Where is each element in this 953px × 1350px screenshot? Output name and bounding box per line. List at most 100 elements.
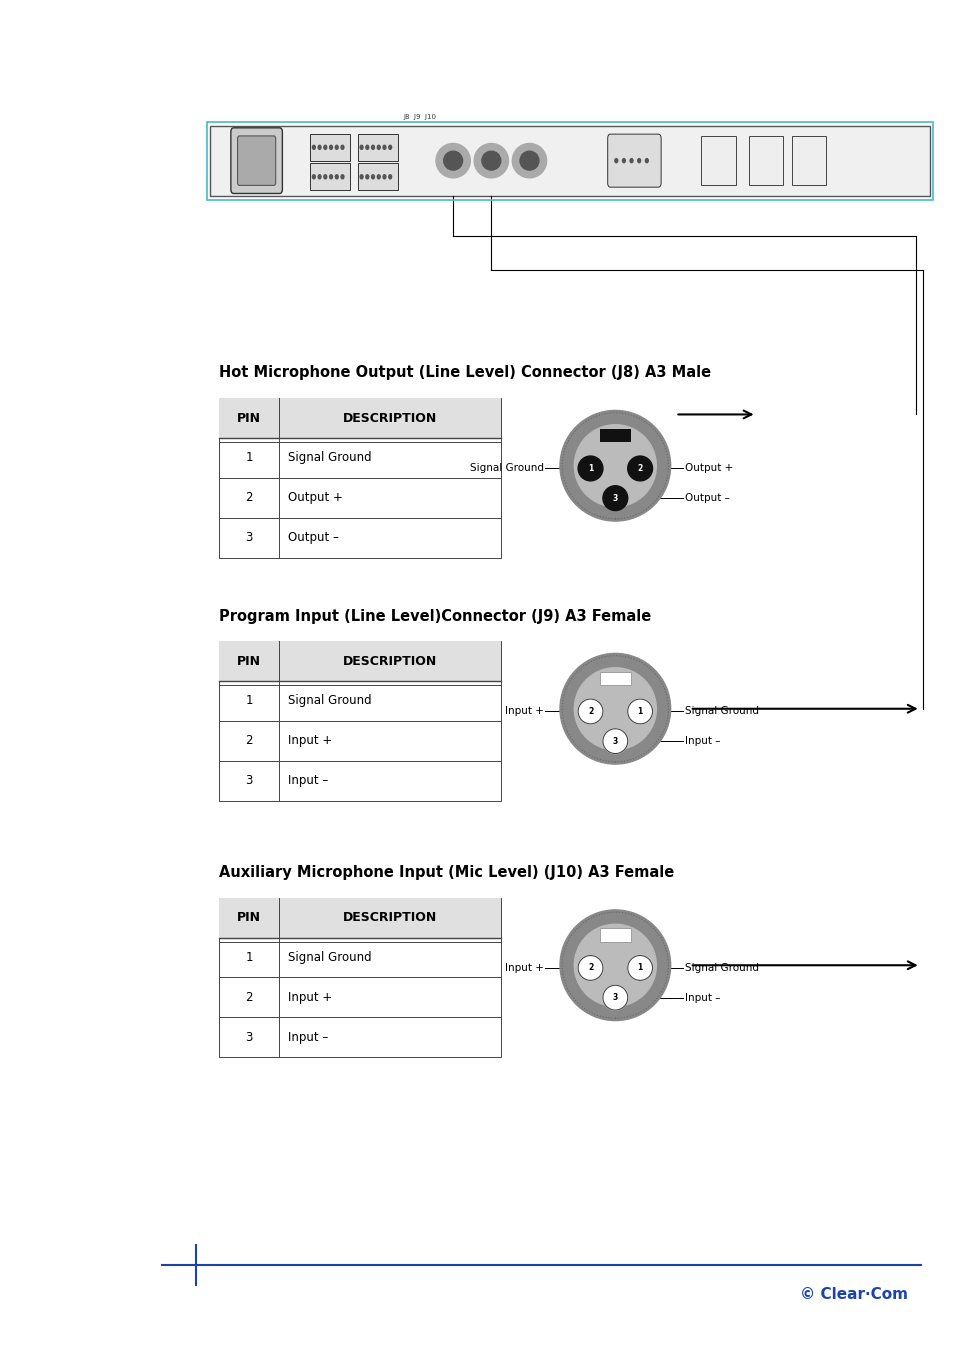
Text: Input +: Input +	[288, 734, 332, 748]
Bar	[219, 398, 500, 558]
Bar	[219, 898, 500, 1057]
Text: 3: 3	[245, 531, 253, 544]
Bar	[791, 136, 825, 185]
Text: 1: 1	[245, 950, 253, 964]
Text: PIN: PIN	[236, 655, 261, 668]
Ellipse shape	[481, 151, 500, 170]
Text: 1: 1	[587, 464, 593, 472]
Text: DESCRIPTION: DESCRIPTION	[342, 911, 436, 925]
Bar	[599, 929, 630, 942]
Text: Signal Ground: Signal Ground	[288, 451, 372, 464]
Bar	[210, 126, 929, 196]
Circle shape	[330, 174, 333, 178]
Text: Input –: Input –	[684, 992, 720, 1003]
Text: PIN: PIN	[236, 911, 261, 925]
Circle shape	[324, 146, 326, 150]
Circle shape	[360, 146, 362, 150]
Ellipse shape	[627, 456, 652, 481]
Ellipse shape	[574, 425, 656, 506]
Circle shape	[644, 159, 648, 163]
Bar	[219, 898, 500, 937]
Text: 2: 2	[245, 991, 253, 1004]
Circle shape	[360, 174, 362, 178]
Text: © Clear·Com: © Clear·Com	[799, 1287, 907, 1303]
Text: 3: 3	[612, 494, 618, 502]
Text: 1: 1	[637, 964, 642, 972]
Text: DESCRIPTION: DESCRIPTION	[342, 655, 436, 668]
Ellipse shape	[559, 410, 670, 521]
Text: J8  J9  J10: J8 J9 J10	[403, 115, 436, 120]
Text: 1: 1	[637, 707, 642, 716]
Bar	[748, 136, 782, 185]
Text: 2: 2	[245, 491, 253, 505]
Text: Output –: Output –	[684, 493, 729, 504]
Text: Input –: Input –	[288, 774, 328, 787]
Circle shape	[318, 146, 320, 150]
Bar	[599, 672, 630, 686]
Ellipse shape	[519, 151, 538, 170]
Circle shape	[377, 146, 379, 150]
Circle shape	[614, 159, 618, 163]
Bar	[310, 134, 350, 161]
Ellipse shape	[512, 143, 546, 178]
FancyBboxPatch shape	[237, 136, 275, 185]
Text: Input +: Input +	[504, 963, 543, 973]
Text: Input –: Input –	[684, 736, 720, 747]
Circle shape	[372, 146, 374, 150]
Text: 2: 2	[587, 964, 593, 972]
Circle shape	[324, 174, 326, 178]
Text: Signal Ground: Signal Ground	[684, 963, 759, 973]
Bar	[357, 134, 397, 161]
Text: PIN: PIN	[236, 412, 261, 425]
Ellipse shape	[627, 699, 652, 724]
Text: Hot Microphone Output (Line Level) Connector (J8) A3 Male: Hot Microphone Output (Line Level) Conne…	[219, 364, 711, 381]
Bar	[599, 429, 630, 443]
Circle shape	[372, 174, 374, 178]
Bar	[700, 136, 735, 185]
Text: Input +: Input +	[288, 991, 332, 1004]
Bar	[219, 641, 500, 801]
Circle shape	[389, 174, 391, 178]
Ellipse shape	[474, 143, 508, 178]
Text: Input +: Input +	[504, 706, 543, 717]
Text: Signal Ground: Signal Ground	[684, 706, 759, 717]
Ellipse shape	[574, 925, 656, 1006]
Circle shape	[318, 174, 320, 178]
Text: Output –: Output –	[288, 531, 338, 544]
Text: Input –: Input –	[288, 1030, 328, 1044]
Ellipse shape	[602, 729, 627, 753]
Circle shape	[313, 146, 314, 150]
Circle shape	[383, 146, 385, 150]
Text: Output +: Output +	[684, 463, 733, 474]
Text: 2: 2	[587, 707, 593, 716]
Text: Signal Ground: Signal Ground	[469, 463, 543, 474]
Bar	[357, 163, 397, 190]
Ellipse shape	[436, 143, 470, 178]
Ellipse shape	[574, 668, 656, 749]
Ellipse shape	[602, 486, 627, 510]
Ellipse shape	[559, 653, 670, 764]
Circle shape	[341, 174, 343, 178]
Circle shape	[621, 159, 625, 163]
Circle shape	[335, 146, 337, 150]
Bar	[219, 641, 500, 680]
Text: 3: 3	[612, 994, 618, 1002]
Ellipse shape	[443, 151, 462, 170]
Text: 3: 3	[245, 1030, 253, 1044]
Ellipse shape	[578, 456, 602, 481]
Text: 1: 1	[245, 694, 253, 707]
Text: Output +: Output +	[288, 491, 342, 505]
Circle shape	[335, 174, 337, 178]
Text: 2: 2	[637, 464, 642, 472]
Text: 3: 3	[612, 737, 618, 745]
Text: 3: 3	[245, 774, 253, 787]
Circle shape	[330, 146, 333, 150]
Text: DESCRIPTION: DESCRIPTION	[342, 412, 436, 425]
Circle shape	[377, 174, 379, 178]
Circle shape	[383, 174, 385, 178]
Text: Signal Ground: Signal Ground	[288, 694, 372, 707]
Ellipse shape	[602, 986, 627, 1010]
Text: 2: 2	[245, 734, 253, 748]
Circle shape	[389, 146, 391, 150]
Circle shape	[341, 146, 343, 150]
